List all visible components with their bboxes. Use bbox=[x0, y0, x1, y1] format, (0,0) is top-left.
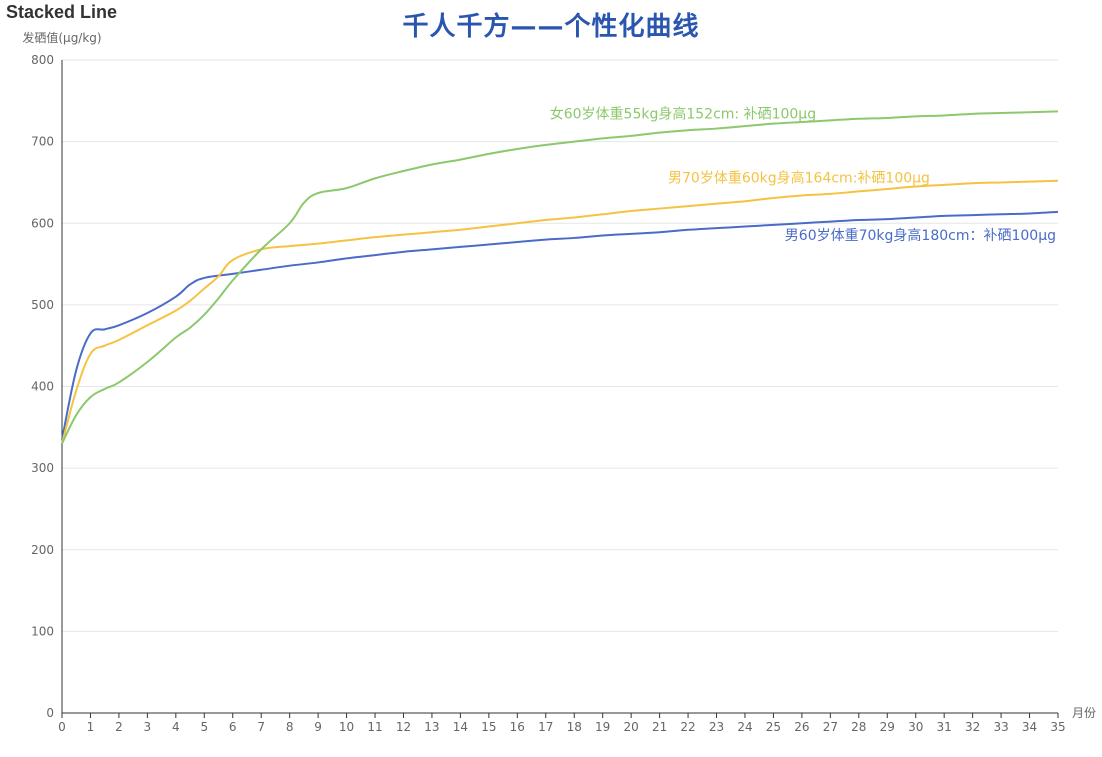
x-tick-label: 11 bbox=[367, 720, 382, 734]
x-tick-label: 5 bbox=[200, 720, 208, 734]
x-tick-label: 26 bbox=[794, 720, 809, 734]
x-tick-label: 28 bbox=[851, 720, 866, 734]
x-tick-label: 2 bbox=[115, 720, 123, 734]
series-line bbox=[61, 179, 1059, 444]
y-tick-label: 700 bbox=[31, 135, 54, 149]
x-tick-label: 21 bbox=[652, 720, 667, 734]
y-tick-label: 0 bbox=[46, 706, 54, 720]
y-tick-label: 800 bbox=[31, 53, 54, 67]
x-tick-label: 33 bbox=[993, 720, 1008, 734]
x-tick-label: 27 bbox=[823, 720, 838, 734]
x-tick-label: 8 bbox=[286, 720, 294, 734]
series-label: 男70岁体重60kg身高164cm:补硒100μg bbox=[668, 170, 930, 187]
x-tick-label: 29 bbox=[880, 720, 895, 734]
chart-title: Stacked Line bbox=[6, 2, 118, 22]
chart-subtitle: 千人千方——个性化曲线 bbox=[402, 12, 700, 42]
x-tick-label: 9 bbox=[314, 720, 322, 734]
x-tick-label: 3 bbox=[144, 720, 152, 734]
y-axis-label: 发硒值(μg/kg) bbox=[22, 30, 101, 45]
x-tick-label: 31 bbox=[937, 720, 952, 734]
x-tick-label: 34 bbox=[1022, 720, 1037, 734]
x-tick-label: 10 bbox=[339, 720, 354, 734]
y-tick-label: 100 bbox=[31, 624, 54, 638]
y-tick-label: 600 bbox=[31, 216, 54, 230]
x-tick-label: 4 bbox=[172, 720, 180, 734]
y-tick-label: 400 bbox=[31, 380, 54, 394]
x-tick-label: 23 bbox=[709, 720, 724, 734]
x-tick-label: 19 bbox=[595, 720, 610, 734]
x-tick-label: 32 bbox=[965, 720, 980, 734]
series-label: 男60岁体重70kg身高180cm：补硒100μg bbox=[785, 227, 1056, 244]
x-tick-label: 0 bbox=[58, 720, 66, 734]
x-tick-label: 16 bbox=[510, 720, 525, 734]
x-tick-label: 12 bbox=[396, 720, 411, 734]
x-tick-label: 22 bbox=[680, 720, 695, 734]
x-tick-label: 7 bbox=[257, 720, 265, 734]
x-tick-label: 30 bbox=[908, 720, 923, 734]
y-tick-label: 300 bbox=[31, 461, 54, 475]
series-layer bbox=[61, 110, 1059, 445]
x-tick-label: 6 bbox=[229, 720, 237, 734]
x-tick-label: 35 bbox=[1050, 720, 1065, 734]
x-tick-label: 17 bbox=[538, 720, 553, 734]
series-line bbox=[61, 210, 1059, 440]
series-line bbox=[61, 110, 1059, 445]
x-tick-label: 18 bbox=[567, 720, 582, 734]
x-tick-label: 14 bbox=[453, 720, 468, 734]
series-label-layer: 男60岁体重70kg身高180cm：补硒100μg 男70岁体重60kg身高164… bbox=[550, 106, 1056, 244]
x-tick-label: 13 bbox=[424, 720, 439, 734]
x-tick-label: 15 bbox=[481, 720, 496, 734]
grid-layer bbox=[62, 59, 1058, 632]
x-tick-label: 24 bbox=[737, 720, 752, 734]
series-label: 女60岁体重55kg身高152cm: 补硒100μg bbox=[550, 106, 816, 123]
x-axis-label: 月份 bbox=[1072, 706, 1096, 720]
y-tick-label: 200 bbox=[31, 543, 54, 557]
y-tick-label: 500 bbox=[31, 298, 54, 312]
x-tick-label: 20 bbox=[624, 720, 639, 734]
x-tick-label: 25 bbox=[766, 720, 781, 734]
x-tick-label: 1 bbox=[87, 720, 95, 734]
